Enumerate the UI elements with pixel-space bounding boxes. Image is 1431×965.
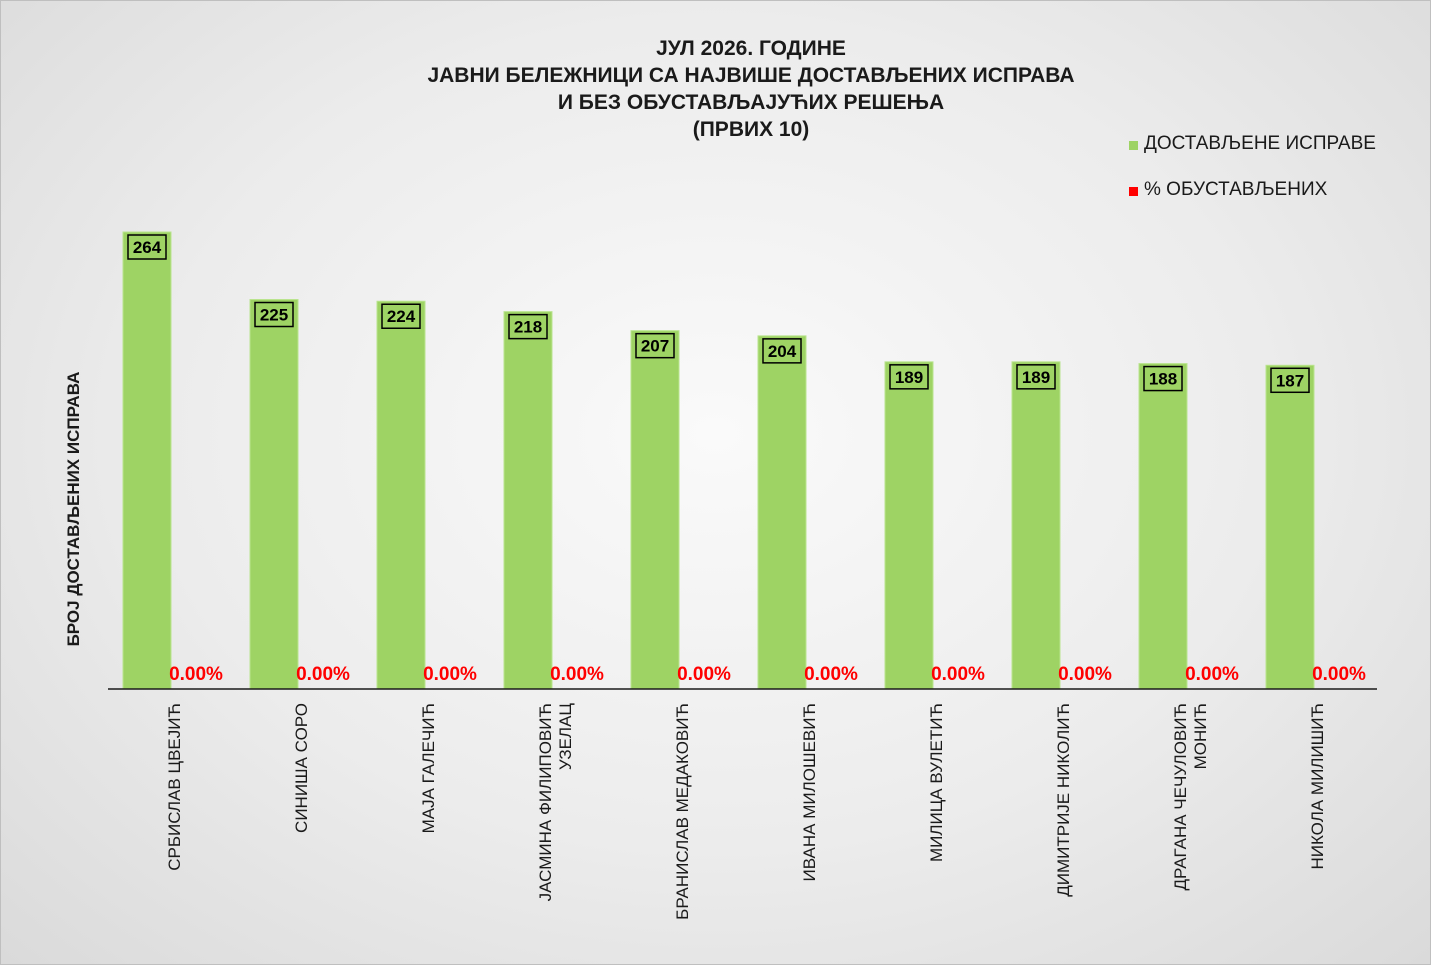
bar-value-label: 187 [1276, 371, 1304, 390]
percent-value-label: 0.00% [296, 664, 350, 685]
bar-value-label-box [635, 332, 675, 359]
percent-value-label: 0.00% [804, 664, 858, 685]
y-axis-title: БРОЈ ДОСТАВЉЕНИХ ИСПРАВА [64, 372, 83, 647]
x-tick-label: ЈАСМИНА ФИЛИПОВИЋ [536, 703, 555, 901]
x-tick-label: МОНИЋ [1191, 703, 1210, 769]
bar-value-label-box [762, 338, 802, 364]
percent-value-label: 0.00% [931, 664, 985, 685]
bar-delivered [249, 299, 299, 690]
bar-value-label: 189 [1022, 368, 1050, 387]
x-tick-label: МАЈА ГАЛЕЧИЋ [419, 703, 438, 833]
chart-title-line: ЈУЛ 2026. ГОДИНЕ [656, 37, 846, 60]
bar-delivered [376, 300, 426, 690]
bar-delivered [122, 231, 172, 690]
x-tick-label: НИКОЛА МИЛИШИЋ [1308, 703, 1327, 870]
bar-value-label: 224 [387, 307, 416, 326]
bar-value-label: 204 [768, 342, 797, 361]
bar-value-label-box [508, 313, 548, 340]
x-tick-label: УЗЕЛАЦ [556, 703, 575, 771]
x-tick-label: ИВАНА МИЛОШЕВИЋ [800, 703, 819, 881]
x-tick-label: МИЛИЦА ВУЛЕТИЋ [927, 703, 946, 862]
bar-delivered [503, 311, 553, 690]
x-tick-label: СИНИША СОРО [292, 703, 311, 833]
bar-delivered [1011, 361, 1061, 690]
legend-swatch-red [1129, 187, 1138, 196]
percent-value-label: 0.00% [550, 664, 604, 685]
bar-value-label: 225 [260, 306, 288, 325]
bar-value-label-box [1270, 367, 1310, 394]
bar-value-label: 218 [514, 318, 542, 337]
bar-value-label-box [1143, 365, 1183, 392]
x-tick-label: БРАНИСЛАВ МЕДАКОВИЋ [673, 703, 692, 920]
bar-delivered [757, 335, 807, 690]
chart-title-line: И БЕЗ ОБУСТАВЉАЈУЋИХ РЕШЕЊА [557, 91, 945, 114]
bar-value-label: 207 [641, 337, 669, 356]
bar-value-label-box [889, 364, 929, 390]
bar-value-label-box [254, 301, 294, 328]
bar-delivered [1138, 363, 1188, 690]
legend-label: ДОСТАВЉЕНЕ ИСПРАВЕ [1144, 133, 1376, 154]
bar-value-label-box [127, 234, 167, 260]
percent-value-label: 0.00% [1185, 664, 1239, 685]
chart-title-line: (ПРВИХ 10) [692, 118, 810, 141]
percent-value-label: 0.00% [423, 664, 477, 685]
percent-value-label: 0.00% [169, 664, 223, 685]
x-tick-label: ДИМИТРИЈЕ НИКОЛИЋ [1054, 703, 1073, 897]
bar-value-label-box [1016, 364, 1056, 390]
bar-delivered [1265, 364, 1315, 690]
percent-value-label: 0.00% [677, 664, 731, 685]
bar-value-label-box [381, 303, 421, 329]
chart-title-line: ЈАВНИ БЕЛЕЖНИЦИ СА НАЈВИШЕ ДОСТАВЉЕНИХ И… [427, 64, 1075, 87]
percent-value-label: 0.00% [1058, 664, 1112, 685]
legend-label: % ОБУСТАВЉЕНИХ [1144, 179, 1328, 200]
bar-value-label: 264 [133, 238, 162, 257]
x-tick-label: СРБИСЛАВ ЦВЕЈИЋ [165, 703, 184, 871]
bar-delivered [630, 330, 680, 690]
bar-value-label: 188 [1149, 370, 1177, 389]
chart-title: ЈУЛ 2026. ГОДИНЕ ЈАВНИ БЕЛЕЖНИЦИ СА НАЈВ… [301, 35, 1201, 143]
x-tick-label: ДРАГАНА ЧЕЧУЛОВИЋ [1171, 703, 1190, 891]
bar-value-label: 189 [895, 368, 923, 387]
legend-swatch-green [1129, 141, 1138, 150]
bar-delivered [884, 361, 934, 690]
percent-value-label: 0.00% [1312, 664, 1366, 685]
